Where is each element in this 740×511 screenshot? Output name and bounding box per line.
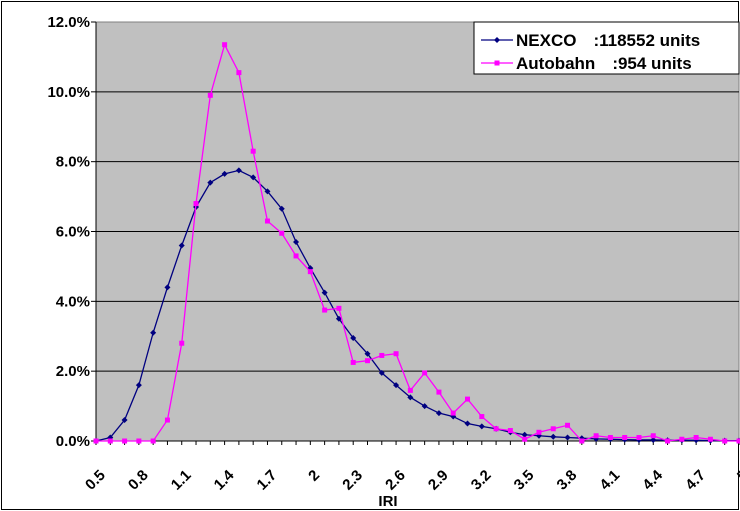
data-point [550, 433, 557, 440]
data-point [393, 351, 399, 357]
legend-label: Autobahn :954 units [516, 54, 692, 73]
legend: NEXCO :118552 units Autobahn :954 units [473, 21, 740, 75]
legend-swatch-marker [494, 37, 500, 43]
data-point [407, 394, 414, 401]
data-point [350, 334, 357, 341]
data-point [164, 417, 170, 423]
y-tick-label: 12.0% [47, 14, 90, 31]
series-line [96, 42, 739, 442]
data-point [521, 431, 528, 438]
data-point [279, 230, 285, 236]
data-point [636, 435, 642, 441]
data-point [650, 433, 656, 439]
data-point [193, 201, 199, 207]
data-point [350, 359, 356, 365]
data-point [650, 436, 657, 443]
data-point [379, 352, 385, 358]
data-point [465, 396, 471, 402]
data-point [150, 329, 157, 336]
y-tick-label: 4.0% [56, 293, 90, 310]
data-point [264, 188, 271, 195]
data-point [307, 269, 313, 275]
data-point [579, 438, 585, 444]
data-point [665, 438, 671, 444]
data-point [622, 435, 628, 441]
y-tick-label: 8.0% [56, 154, 90, 171]
series-line [95, 169, 739, 442]
data-point [121, 417, 128, 424]
data-point [150, 438, 156, 444]
data-point [236, 70, 242, 76]
data-point [364, 350, 371, 357]
y-axis-ticks: 0.0% 2.0% 4.0% 6.0% 8.0% 10.0% 12.0% [47, 14, 739, 450]
data-point [321, 289, 328, 296]
x-tick-label: 5 [734, 467, 740, 485]
data-point [207, 179, 214, 186]
data-point [421, 403, 428, 410]
data-point [221, 170, 228, 177]
data-point [107, 438, 113, 444]
data-point [135, 382, 142, 389]
x-axis-title: IRI [378, 493, 397, 510]
data-point [393, 382, 400, 389]
legend-box [473, 21, 740, 75]
data-point [250, 148, 256, 154]
data-point [693, 435, 699, 441]
y-tick-label: 10.0% [47, 84, 90, 101]
data-point [122, 438, 128, 444]
data-point [179, 340, 185, 346]
legend-swatch-marker [494, 60, 500, 66]
data-point [450, 410, 456, 416]
y-tick-label: 0.0% [56, 433, 90, 450]
series-2 [93, 42, 740, 444]
data-point [164, 284, 171, 291]
data-point [536, 429, 542, 435]
data-point [564, 434, 571, 441]
data-point [378, 369, 385, 376]
data-point [507, 428, 513, 434]
data-point [707, 436, 713, 442]
data-point [322, 307, 328, 313]
data-point [407, 387, 413, 393]
y-tick-label: 2.0% [56, 363, 90, 380]
data-point [435, 410, 442, 417]
data-point [278, 205, 285, 212]
data-point [565, 422, 571, 428]
data-point [250, 174, 257, 181]
data-point [479, 414, 485, 420]
data-point [607, 435, 613, 441]
data-point [293, 238, 300, 245]
data-point [336, 305, 342, 311]
data-point [335, 315, 342, 322]
y-tick-label: 6.0% [56, 224, 90, 241]
data-point [679, 436, 685, 442]
data-point [493, 426, 499, 432]
data-point [436, 389, 442, 395]
data-point [136, 438, 142, 444]
data-point [93, 438, 99, 444]
data-point [478, 423, 485, 430]
data-point [207, 92, 213, 98]
legend-label: NEXCO :118552 units [516, 31, 700, 50]
data-point [264, 218, 270, 224]
data-point [464, 420, 471, 427]
data-point [722, 438, 728, 444]
data-point [422, 370, 428, 376]
gridlines [96, 91, 739, 372]
data-point [178, 242, 185, 249]
data-point [222, 42, 228, 48]
data-point [364, 358, 370, 364]
data-point [736, 438, 740, 444]
series-layer [93, 42, 740, 444]
data-point [293, 253, 299, 259]
data-point [522, 436, 528, 442]
data-point [235, 167, 242, 174]
data-point [550, 426, 556, 432]
data-point [593, 433, 599, 439]
